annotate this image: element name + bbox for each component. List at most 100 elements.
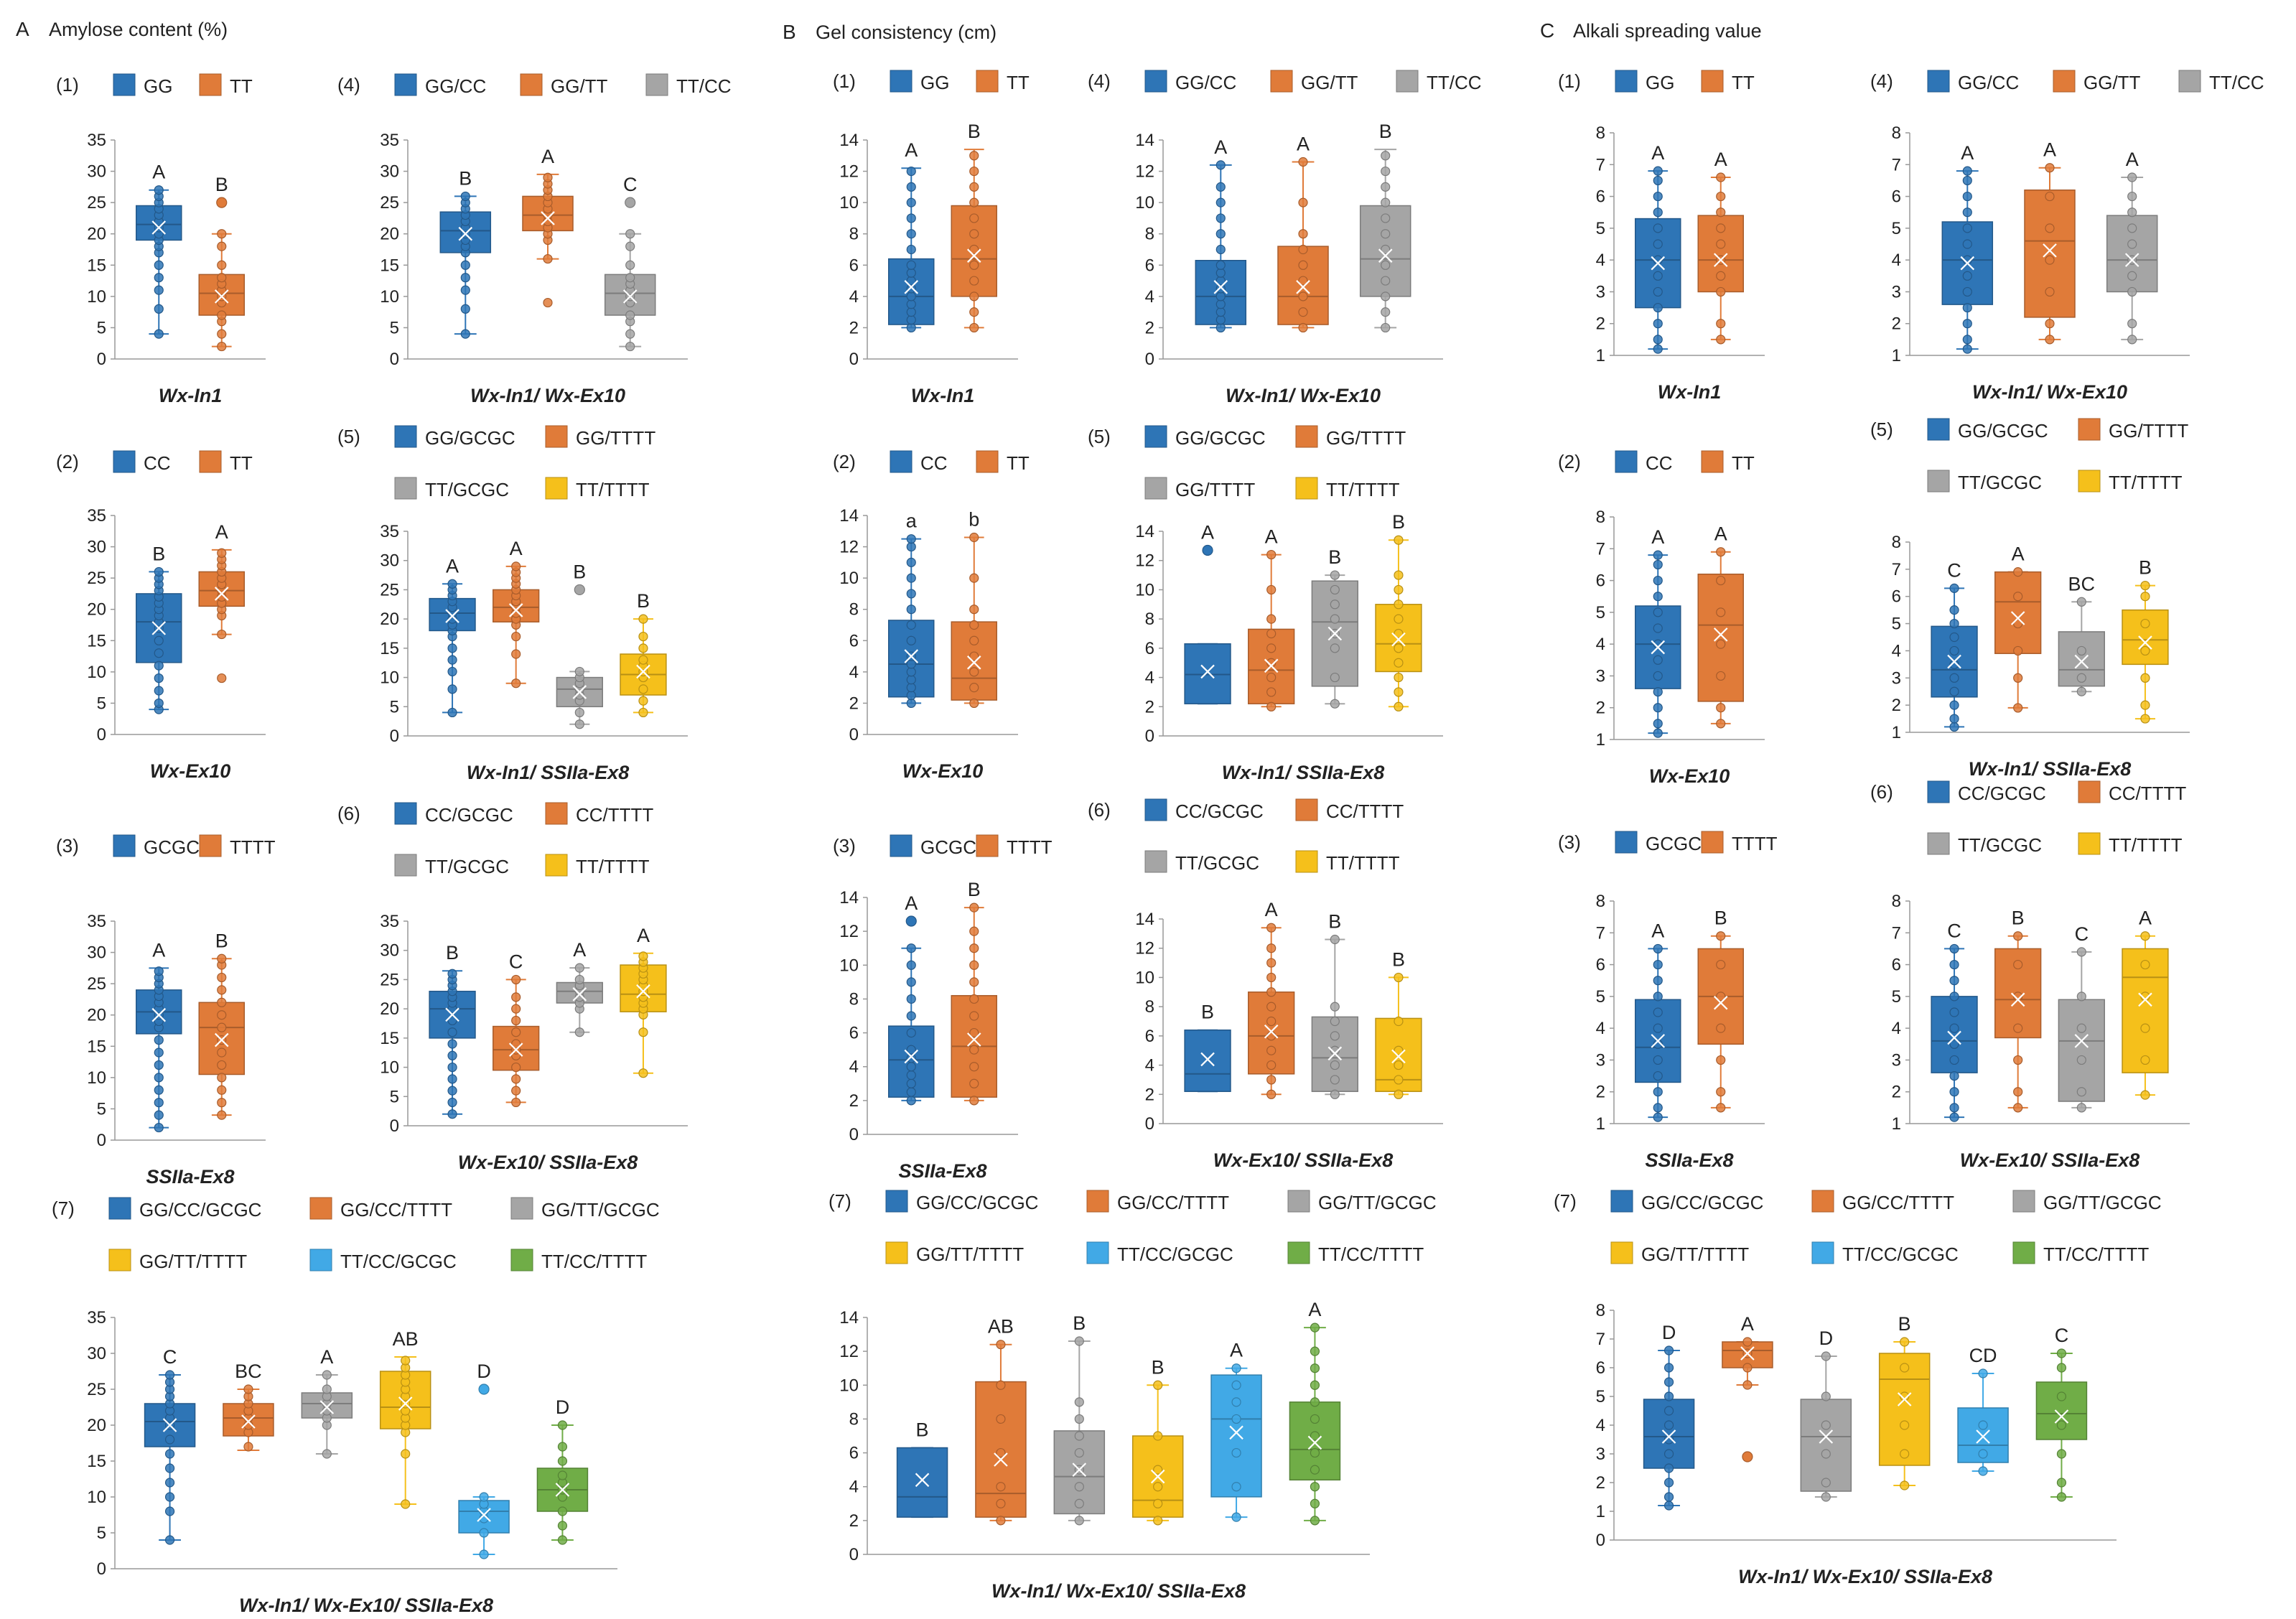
data-point [906,1078,916,1088]
data-point [164,1492,175,1502]
mean-marker [458,226,473,241]
y-tick-label: 0 [97,725,106,745]
chart-panel: (1) GG TT 1 2 3 4 5 6 7 8 Wx-In1 A A [1558,70,1765,403]
outlier-point [574,584,585,596]
legend-swatch [1701,831,1724,854]
data-point [1266,1016,1277,1027]
significance-letter: B [446,942,459,964]
data-point [1742,1380,1753,1390]
data-point [969,605,979,615]
significance-letter: A [152,939,165,961]
data-point [1653,335,1663,345]
significance-letter: AB [988,1316,1014,1338]
y-tick-label: 8 [1596,892,1605,911]
chart-panel: (2) CC TT 0 2 4 6 8 10 12 14 Wx-Ex10 a b [833,450,1030,782]
data-point [511,1015,521,1026]
data-point [1310,1482,1320,1492]
data-point [447,1086,457,1096]
box-group: A [1184,521,1231,705]
data-point [1962,271,1972,281]
data-point [1074,1482,1084,1492]
legend-label: GCGC [920,836,976,858]
y-tick-label: 5 [1892,615,1901,634]
data-point [969,651,979,661]
data-point [1381,182,1391,192]
legend-label: GG/GCGC [425,427,515,449]
legend-label: GG/TT/GCGC [1318,1192,1437,1213]
data-point [625,310,635,320]
data-point [2013,1023,2023,1033]
box-group: A [1697,523,1744,729]
data-point [1394,628,1404,639]
legend-swatch [1927,70,1950,93]
y-tick-label: 10 [380,287,399,307]
data-point [969,213,979,223]
data-point [1962,191,1972,202]
data-point [969,1011,979,1021]
data-point [1330,570,1340,580]
data-point [1394,1016,1404,1027]
data-point [217,273,227,283]
data-point [1330,1045,1340,1055]
section-title: Gel consistency (cm) [816,22,997,43]
data-point [906,1087,916,1097]
significance-letter: A [152,162,165,183]
data-point [2013,567,2023,577]
legend-swatch [976,450,999,473]
data-point [1215,284,1226,294]
y-tick-label: 6 [1145,256,1154,275]
data-point [1266,549,1277,560]
y-tick-label: 8 [1596,1301,1605,1320]
mean-marker [1378,248,1393,263]
legend-swatch [113,834,136,857]
panel-number: (1) [56,74,79,95]
data-point [1653,992,1663,1002]
mean-marker [1713,995,1728,1010]
legend-label: GG/TT [2083,72,2141,93]
legend-swatch [1144,850,1167,873]
data-point [906,541,916,552]
data-point [1215,213,1226,223]
y-tick-label: 6 [849,1444,859,1463]
data-point [625,273,635,283]
data-point [1298,322,1308,333]
y-tick-label: 0 [849,1545,859,1564]
data-point [2140,931,2150,941]
data-point [906,229,916,239]
legend-label: TT/CC/TTTT [541,1251,647,1272]
legend-label: CC [144,452,171,474]
mean-marker [1897,1392,1912,1406]
data-point [969,926,979,936]
data-point [1215,299,1226,309]
data-point [1653,286,1663,297]
legend-label: GG [920,72,949,93]
data-point [1716,671,1726,681]
legend-label: TT [1007,72,1030,93]
legend-label: GG [144,75,172,97]
data-point [447,1039,457,1049]
data-point [2127,335,2137,345]
data-point [996,1482,1006,1492]
data-point [217,260,227,270]
significance-letter: A [1265,899,1278,920]
data-point [154,648,164,658]
x-axis-label: Wx-Ex10/ SSIIa-Ex8 [1960,1149,2140,1171]
legend-swatch [1615,450,1638,473]
legend-swatch [1927,470,1950,493]
significance-letter: C [163,1346,177,1368]
legend-swatch [2078,832,2101,855]
significance-letter: A [1297,134,1310,155]
data-point [1978,1449,1988,1459]
mean-marker [904,280,919,294]
significance-letter: B [573,561,586,582]
data-point [164,1535,175,1545]
y-tick-label: 5 [97,1099,106,1119]
legend-label: TTTT [1007,836,1053,858]
data-point [1310,1380,1320,1390]
mean-marker [904,1049,919,1064]
box-group: C [1931,920,1978,1122]
data-point [969,1062,979,1072]
data-point [154,273,164,283]
data-point [447,684,457,694]
data-point [1381,213,1391,223]
